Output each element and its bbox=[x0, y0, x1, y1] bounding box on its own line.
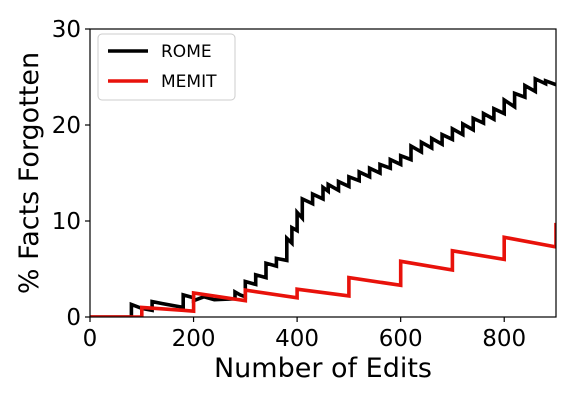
y-tick-label: 30 bbox=[52, 17, 81, 43]
series-line-rome bbox=[90, 76, 556, 317]
series-layer bbox=[90, 76, 556, 317]
legend-label-rome: ROME bbox=[161, 42, 212, 62]
x-axis-label: Number of Edits bbox=[214, 353, 432, 384]
x-tick-label: 0 bbox=[83, 326, 98, 352]
y-axis-label: % Facts Forgotten bbox=[14, 52, 45, 294]
series-line-memit bbox=[90, 222, 556, 317]
y-tick-label: 10 bbox=[52, 209, 81, 235]
y-tick-label: 20 bbox=[52, 113, 81, 139]
y-tick-label: 0 bbox=[66, 305, 81, 331]
plot-frame bbox=[89, 28, 557, 318]
x-axis: 0 200 400 600 800 bbox=[83, 317, 526, 352]
y-axis: 0 10 20 30 bbox=[52, 17, 90, 331]
legend-label-memit: MEMIT bbox=[161, 72, 217, 92]
x-tick-label: 600 bbox=[379, 326, 423, 352]
x-tick-label: 800 bbox=[482, 326, 526, 352]
x-tick-label: 400 bbox=[275, 326, 319, 352]
x-tick-label: 200 bbox=[172, 326, 216, 352]
legend: ROME MEMIT bbox=[97, 33, 236, 101]
